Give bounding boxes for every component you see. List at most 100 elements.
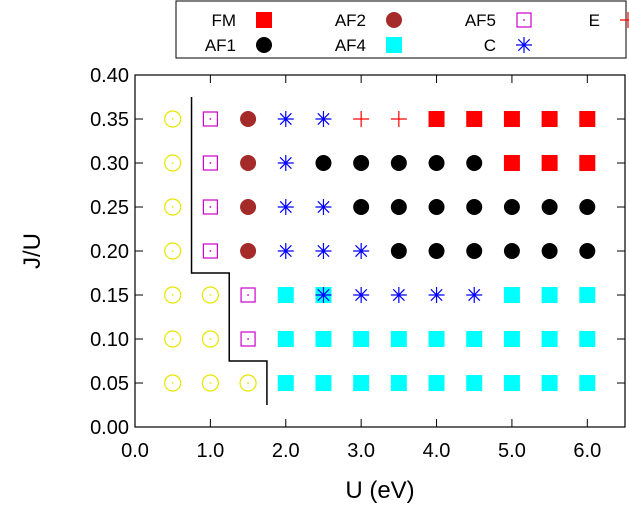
af4-point [466, 375, 483, 391]
fm-point [541, 111, 558, 127]
legend-marker-fm [256, 12, 272, 28]
unlabeled-point [201, 286, 219, 304]
legend-marker-af4 [386, 37, 402, 53]
phase-boundary [190, 97, 268, 405]
af4-point [277, 375, 294, 391]
c-point [315, 287, 332, 303]
unlabeled-point [164, 242, 182, 260]
y-tick-label: 0.05 [90, 373, 129, 395]
af4-point [541, 287, 558, 303]
legend-label-c: C [484, 36, 496, 55]
af4-point [541, 375, 558, 391]
c-point [353, 243, 370, 259]
af4-point [428, 375, 445, 391]
x-tick-label: 1.0 [196, 440, 224, 462]
af4-point [579, 331, 596, 347]
af4-point [579, 287, 596, 303]
af1-point [428, 155, 445, 171]
fm-point [541, 155, 558, 171]
legend-marker-af5 [516, 12, 532, 28]
x-tick-label: 5.0 [498, 440, 526, 462]
unlabeled-point [239, 374, 257, 392]
unlabeled-point [164, 154, 182, 172]
af1-point [428, 199, 445, 215]
legend-marker-af2 [386, 12, 402, 28]
c-point [277, 199, 294, 215]
af1-point [315, 155, 332, 171]
af5-point [240, 331, 256, 347]
fm-point [503, 111, 520, 127]
y-axis-title: J/U [19, 233, 46, 269]
af5-point [202, 111, 218, 127]
y-tick-label: 0.10 [90, 329, 129, 351]
af5-point [240, 287, 256, 303]
af1-point [466, 243, 483, 259]
c-point [353, 287, 370, 303]
fm-point [579, 111, 596, 127]
af1-point [466, 155, 483, 171]
y-tick-label: 0.40 [90, 65, 129, 87]
phase-boundary-line [190, 97, 268, 405]
unlabeled-point [201, 374, 219, 392]
fm-point [466, 111, 483, 127]
af1-point [428, 243, 445, 259]
e-point [353, 111, 370, 127]
af2-point [240, 243, 257, 259]
af2-point [240, 111, 257, 127]
unlabeled-point [201, 330, 219, 348]
af4-point [503, 287, 520, 303]
y-tick-label: 0.00 [90, 417, 129, 439]
af1-point [579, 199, 596, 215]
unlabeled-point [164, 330, 182, 348]
fm-point [428, 111, 445, 127]
legend-label-af2: AF2 [335, 11, 366, 30]
c-point [315, 111, 332, 127]
af4-point [579, 375, 596, 391]
af5-point [202, 199, 218, 215]
c-point [277, 155, 294, 171]
af4-point [390, 331, 407, 347]
axis-ticks: 0.0 1.0 2.0 3.0 4.0 5.0 6.0 0.00 0.05 0.10 0.15 0.2… [90, 65, 625, 462]
unlabeled-point [164, 286, 182, 304]
af1-point [503, 243, 520, 259]
af1-point [353, 199, 370, 215]
c-point [428, 287, 445, 303]
af2-point [240, 155, 257, 171]
legend-label-af4: AF4 [335, 36, 366, 55]
x-tick-label: 3.0 [347, 440, 375, 462]
legend-marker-af1 [256, 37, 272, 53]
c-point [466, 287, 483, 303]
x-tick-label: 6.0 [573, 440, 601, 462]
y-tick-label: 0.35 [90, 109, 129, 131]
af4-point [503, 331, 520, 347]
af4-point [541, 331, 558, 347]
unlabeled-point [164, 374, 182, 392]
fm-point [503, 155, 520, 171]
af4-point [277, 331, 294, 347]
af4-point [277, 287, 294, 303]
c-point [390, 287, 407, 303]
y-tick-label: 0.30 [90, 153, 129, 175]
af4-point [353, 375, 370, 391]
af4-point [503, 375, 520, 391]
data-points [164, 110, 596, 392]
c-point [277, 111, 294, 127]
c-point [315, 243, 332, 259]
legend-label-af1: AF1 [205, 36, 236, 55]
af2-point [240, 199, 257, 215]
e-point [390, 111, 407, 127]
legend-label-af5: AF5 [465, 11, 496, 30]
legend: FM AF1 AF2 AF4 AF5 C E [205, 11, 629, 55]
y-tick-label: 0.15 [90, 285, 129, 307]
x-axis-title: U (eV) [345, 477, 414, 504]
af1-point [390, 155, 407, 171]
unlabeled-point [164, 198, 182, 216]
af1-point [353, 155, 370, 171]
x-tick-label: 4.0 [423, 440, 451, 462]
x-tick-label: 0.0 [121, 440, 149, 462]
legend-label-e: E [589, 11, 600, 30]
af5-point [202, 155, 218, 171]
af1-point [541, 199, 558, 215]
